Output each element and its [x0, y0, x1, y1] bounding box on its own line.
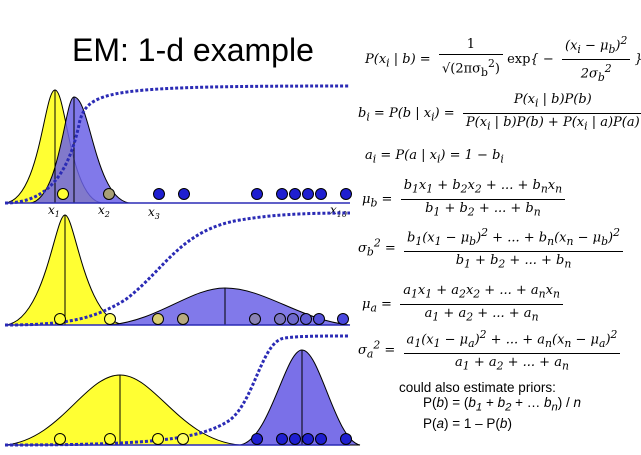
eq-b-i: bi = P(b | xi) = P(xi | b)P(b) P(xi | b)P… — [358, 92, 641, 134]
eq-gaussian: P(xi | b) = 1 √(2πσb2) exp{ − (xi − μb)2 2… — [365, 33, 641, 86]
eq-mu-a: μa = a1x1 + a2x2 + ... + anxn a1 + a2 + .… — [362, 283, 563, 325]
panel-2 — [4, 211, 351, 327]
eq-a-i: ai = P(a | xi) = 1 − bi — [365, 148, 504, 166]
priors-note-line1: could also estimate priors: — [399, 380, 556, 395]
points-1 — [57, 188, 352, 200]
eq-mu-b: μb = b1x1 + b2x2 + ... + bnxn b1 + b2 + .… — [362, 178, 566, 220]
gaussian-a-3 — [4, 374, 241, 446]
posterior-curve-2 — [4, 211, 351, 327]
gaussian-b-3 — [239, 349, 361, 446]
priors-note: could also estimate priors: P(b) = (b1 +… — [399, 380, 581, 431]
eq-sigma-a: σa2 = a1(x1 − μa)2 + ... + an(xn − μa)2 a… — [358, 327, 621, 375]
priors-note-line3: P(a) = 1 – P(b) — [423, 415, 512, 431]
panel-1: x1 x2 x3 x10 — [4, 84, 352, 221]
posterior-curve-1 — [4, 84, 351, 205]
slide-title: EM: 1-d example — [72, 32, 314, 68]
points-2 — [54, 313, 349, 325]
label-x2: x2 — [98, 203, 110, 219]
label-x3: x3 — [148, 205, 160, 221]
eq-sigma-b: σb2 = b1(x1 − μb)2 + ... + bn(xn − μb)2 b… — [358, 225, 623, 273]
panel-3 — [4, 334, 361, 447]
posterior-curve-3 — [4, 334, 351, 447]
label-x1: x1 — [48, 203, 60, 219]
label-x10: x10 — [330, 203, 347, 219]
points-3 — [54, 433, 352, 445]
priors-note-line2: P(b) = (b1 + b2 + … bn) / n — [423, 395, 582, 414]
